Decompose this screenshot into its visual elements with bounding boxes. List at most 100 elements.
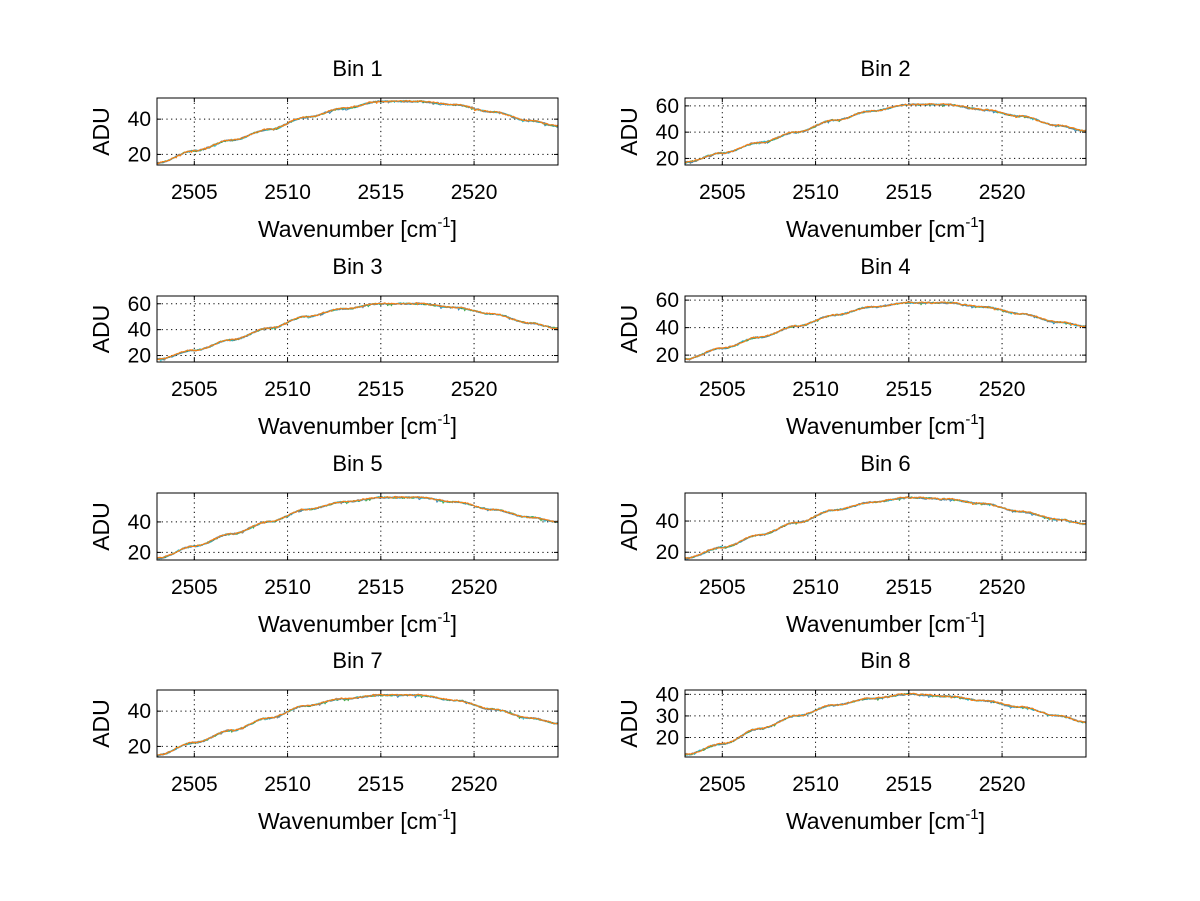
y-tick-label: 60	[656, 95, 679, 118]
spectrum-line	[684, 496, 1087, 560]
y-axis-label: ADU	[616, 305, 642, 354]
subplot-bin-5: 2505 2510 2515 2520 20 40 Bin 5 ADU Wavenumber […	[88, 451, 559, 637]
x-axis-label: Wavenumber [cm-1]	[786, 411, 985, 439]
x-tick-label: 2505	[699, 378, 746, 401]
spectrum-line	[684, 496, 1087, 559]
axes-frame	[156, 689, 559, 758]
x-tick-label: 2510	[264, 181, 311, 204]
y-tick-label: 30	[656, 705, 679, 728]
y-tick-label: 40	[128, 700, 151, 723]
spectrum-line	[684, 301, 1087, 360]
x-tick-label: 2520	[979, 773, 1026, 796]
axes-frame	[684, 295, 1087, 363]
spectrum-line	[156, 100, 559, 164]
y-tick-label: 40	[128, 108, 151, 131]
x-tick-label: 2510	[264, 378, 311, 401]
x-tick-label: 2515	[357, 378, 404, 401]
x-tick-label: 2515	[357, 181, 404, 204]
subplot-bin-1: 2505 2510 2515 2520 20 40 Bin 1 ADU Wavenumber […	[88, 56, 559, 242]
subplot-title: Bin 8	[860, 648, 910, 673]
x-tick-label: 2505	[699, 773, 746, 796]
spectrum-line	[156, 496, 559, 560]
x-tick-label: 2520	[451, 378, 498, 401]
y-axis-label: ADU	[88, 699, 114, 748]
y-axis-label: ADU	[616, 502, 642, 551]
subplot-bin-6: 2505 2510 2515 2520 20 40 Bin 6 ADU Wavenumber […	[616, 451, 1087, 637]
y-tick-label: 20	[128, 143, 151, 166]
spectrum-line	[684, 301, 1087, 360]
x-tick-label: 2515	[885, 378, 932, 401]
spectrum-line	[156, 496, 558, 560]
x-tick-label: 2505	[171, 378, 218, 401]
spectrum-line	[156, 100, 559, 164]
axes-frame	[684, 689, 1087, 758]
y-axis-label: ADU	[88, 502, 114, 551]
spectrum-line	[156, 302, 559, 362]
spectrum-line	[156, 99, 559, 165]
x-tick-label: 2510	[792, 181, 839, 204]
spectrum-line	[156, 302, 559, 361]
subplot-title: Bin 1	[332, 56, 382, 81]
y-axis-label: ADU	[616, 107, 642, 156]
y-axis-label: ADU	[88, 305, 114, 354]
spectrum-line	[684, 103, 1087, 164]
y-tick-label: 20	[656, 344, 679, 367]
x-tick-label: 2510	[264, 773, 311, 796]
spectrum-line	[157, 302, 559, 360]
subplot-bin-2: 2505 2510 2515 2520 20 40 60 Bin 2 ADU Wavenumber…	[616, 56, 1087, 242]
spectrum-line	[156, 694, 559, 757]
axes-frame	[156, 97, 559, 166]
subplot-bin-3: 2505 2510 2515 2520 20 40 60 Bin 3 ADU Wavenumber…	[88, 254, 559, 439]
x-tick-label: 2515	[885, 576, 932, 599]
y-axis-label: ADU	[616, 699, 642, 748]
x-tick-label: 2505	[171, 576, 218, 599]
spectrum-line	[156, 496, 559, 560]
x-axis-label: Wavenumber [cm-1]	[258, 806, 457, 834]
y-tick-label: 20	[128, 541, 151, 564]
y-tick-label: 20	[656, 147, 679, 170]
x-tick-label: 2520	[979, 181, 1026, 204]
x-axis-label: Wavenumber [cm-1]	[786, 609, 985, 637]
x-tick-label: 2515	[885, 181, 932, 204]
x-tick-label: 2510	[792, 576, 839, 599]
spectrum-line	[156, 694, 559, 757]
x-tick-label: 2505	[699, 576, 746, 599]
y-axis-label: ADU	[88, 107, 114, 156]
x-tick-label: 2510	[264, 576, 311, 599]
spectrum-line	[684, 103, 1087, 164]
spectrum-line	[684, 102, 1087, 165]
y-tick-label: 40	[656, 683, 679, 706]
x-tick-label: 2520	[979, 378, 1026, 401]
spectrum-line	[684, 301, 1087, 360]
x-axis-label: Wavenumber [cm-1]	[258, 609, 457, 637]
x-tick-label: 2515	[357, 773, 404, 796]
x-tick-label: 2515	[885, 773, 932, 796]
subplot-title: Bin 3	[332, 254, 382, 279]
spectrum-line	[684, 692, 1087, 756]
spectrum-line	[684, 692, 1087, 756]
x-tick-label: 2520	[451, 773, 498, 796]
y-tick-label: 20	[656, 727, 679, 750]
y-tick-label: 60	[656, 289, 679, 312]
spectrum-line	[156, 693, 559, 756]
subplot-title: Bin 7	[332, 648, 382, 673]
axes-frame	[156, 295, 559, 363]
axes-frame	[156, 492, 559, 561]
spectrum-line	[684, 103, 1087, 165]
spectrum-line	[156, 99, 559, 165]
spectrum-line	[684, 496, 1086, 560]
spectrum-line	[684, 496, 1087, 559]
spectrum-line	[156, 302, 559, 361]
x-tick-label: 2510	[792, 378, 839, 401]
x-tick-label: 2510	[792, 773, 839, 796]
y-tick-label: 20	[128, 735, 151, 758]
axes-frame	[684, 492, 1087, 561]
axes-frame	[684, 97, 1087, 166]
x-axis-label: Wavenumber [cm-1]	[258, 214, 457, 242]
y-tick-label: 40	[656, 510, 679, 533]
spectrum-line	[157, 100, 559, 164]
spectrum-line	[684, 301, 1087, 360]
spectrum-line	[156, 693, 559, 757]
subplot-title: Bin 5	[332, 451, 382, 476]
